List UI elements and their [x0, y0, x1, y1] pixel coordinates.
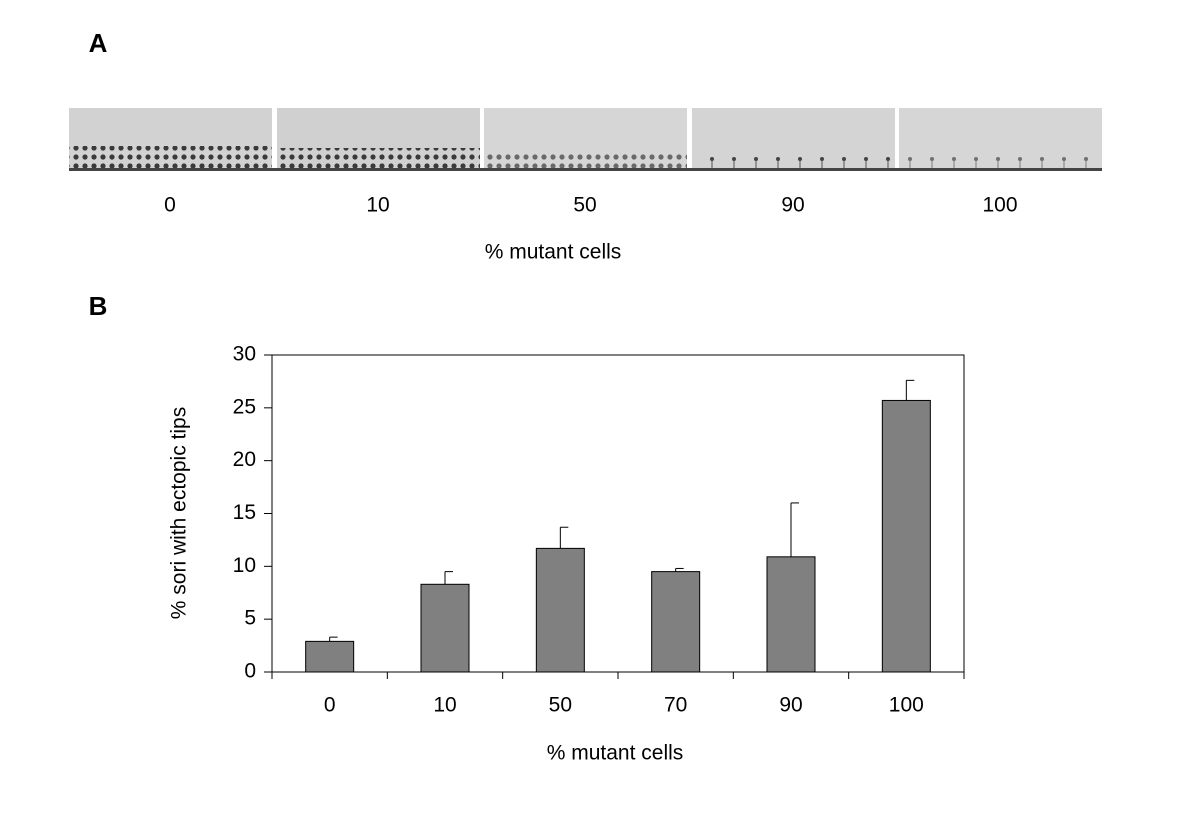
- bar: [305, 640, 355, 673]
- y-tick-label: 15: [233, 501, 256, 524]
- panel-label: B: [89, 291, 108, 321]
- bar: [535, 547, 585, 673]
- image-detail: [277, 148, 480, 168]
- image-label: 0: [164, 194, 176, 217]
- image-axis-label: % mutant cells: [485, 241, 622, 264]
- image-label: 90: [781, 194, 804, 217]
- x-tick-label: 50: [549, 694, 572, 717]
- image-detail: [899, 154, 1102, 168]
- image-detail: [484, 154, 687, 168]
- image-label: 50: [573, 194, 596, 217]
- bar: [766, 556, 816, 673]
- bar: [881, 399, 931, 673]
- image-detail: [69, 146, 272, 168]
- image-label: 100: [982, 194, 1017, 217]
- y-tick-label: 5: [244, 607, 256, 630]
- y-tick-label: 25: [233, 395, 256, 418]
- image-detail: [692, 154, 895, 168]
- x-tick-label: 10: [433, 694, 456, 717]
- y-axis-label: % sori with ectopic tips: [168, 407, 191, 619]
- error-bar: [329, 636, 338, 642]
- y-tick-label: 20: [233, 448, 256, 471]
- x-axis-label: % mutant cells: [547, 742, 684, 765]
- plot-frame: [271, 354, 965, 673]
- panel-label: A: [89, 28, 108, 58]
- image-strip: [69, 108, 1102, 171]
- image-label: 10: [366, 194, 389, 217]
- error-bar: [444, 571, 453, 585]
- x-tick-label: 90: [779, 694, 802, 717]
- error-bar: [905, 379, 915, 401]
- y-tick-label: 10: [233, 554, 256, 577]
- x-tick-label: 70: [664, 694, 687, 717]
- y-tick-label: 0: [244, 660, 256, 683]
- bar: [420, 583, 470, 673]
- y-tick-label: 30: [233, 343, 256, 366]
- error-bar: [790, 502, 799, 557]
- x-tick-label: 0: [324, 694, 336, 717]
- error-bar: [559, 526, 569, 549]
- x-tick-label: 100: [889, 694, 924, 717]
- error-bar: [675, 567, 684, 572]
- bar: [651, 571, 701, 673]
- image-baseline: [69, 168, 1102, 171]
